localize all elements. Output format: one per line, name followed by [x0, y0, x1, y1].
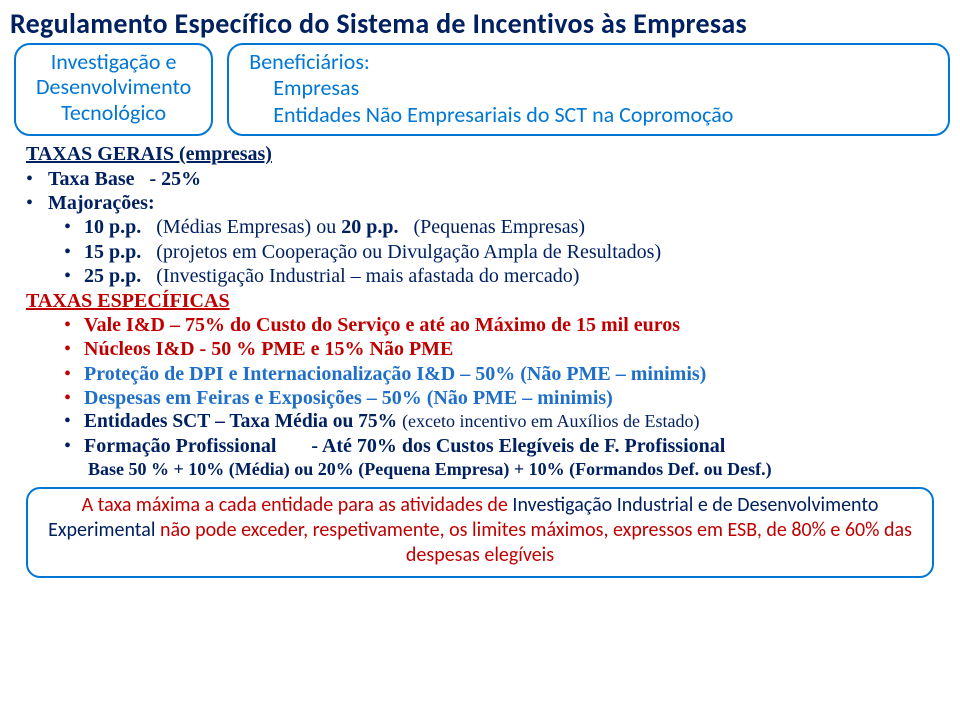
- e6a: Formação Profissional: [84, 435, 276, 457]
- bullet-dot: •: [64, 337, 84, 361]
- bullet-dot: •: [64, 215, 84, 239]
- bullet-dot: •: [26, 191, 48, 215]
- benef-l2: Entidades Não Empresariais do SCT na Cop…: [249, 102, 928, 128]
- e5a: Entidades SCT: [84, 411, 210, 432]
- bullet-dot: •: [26, 167, 48, 191]
- footer-t1: A taxa máxima a cada entidade para as at…: [82, 493, 513, 517]
- benef-l1: Empresas: [249, 75, 928, 101]
- topic-l2: Desenvolvimento: [36, 74, 191, 99]
- top-boxes: Investigação e Desenvolvimento Tecnológi…: [0, 43, 960, 140]
- bullet-majoracoes: • Majorações:: [26, 191, 934, 215]
- bullet-m2: • 15 p.p. (projetos em Cooperação ou Div…: [64, 240, 934, 264]
- bullet-e6: • Formação Profissional - Até 70% dos Cu…: [64, 434, 934, 458]
- bullet-base: • Taxa Base - 25%: [26, 167, 934, 191]
- taxa-base-val: [140, 168, 145, 190]
- bullet-e5: • Entidades SCT – Taxa Média ou 75% (exc…: [64, 410, 934, 434]
- section-taxas-gerais: TAXAS GERAIS (empresas): [26, 142, 934, 166]
- e3b: – 50% (Não PME – minimis): [460, 363, 706, 385]
- footer-t3: não pode exceder, respetivamente, os lim…: [160, 518, 912, 567]
- bullet-m1: • 10 p.p. (Médias Empresas) ou 20 p.p. (…: [64, 215, 934, 239]
- e1a: Vale I&D: [84, 314, 165, 336]
- e2a: Núcleos I&D: [84, 338, 195, 360]
- bullet-dot: •: [64, 362, 84, 386]
- e4a: Despesas em Feiras e Exposições: [84, 387, 362, 409]
- m1-desc: (Médias Empresas) ou: [156, 216, 341, 238]
- m1-b: [146, 216, 151, 238]
- e6-detail: Base 50 % + 10% (Média) ou 20% (Pequena …: [88, 459, 934, 481]
- taxa-base-label: Taxa Base: [48, 168, 135, 190]
- bullet-e4: • Despesas em Feiras e Exposições – 50% …: [64, 386, 934, 410]
- section-taxas-especificas: TAXAS ESPECÍFICAS: [26, 289, 934, 313]
- majoracoes-label: Majorações:: [48, 191, 155, 215]
- m2-a: 15 p.p.: [84, 241, 141, 263]
- m3-s: [146, 265, 151, 287]
- e4b: – 50% (Não PME – minimis): [367, 387, 613, 409]
- e1b: – 75% do Custo do Serviço e até ao Máxim…: [170, 314, 680, 336]
- m3-desc: (Investigação Industrial – mais afastada…: [156, 265, 579, 287]
- footer-box: A taxa máxima a cada entidade para as at…: [26, 487, 934, 578]
- m2-s: [146, 241, 151, 263]
- bullet-e2: • Núcleos I&D - 50 % PME e 15% Não PME: [64, 337, 934, 361]
- bullet-dot: •: [64, 410, 84, 434]
- benef-head: Beneficiários:: [249, 49, 928, 75]
- m1-a: 10 p.p.: [84, 216, 141, 238]
- topic-box: Investigação e Desenvolvimento Tecnológi…: [14, 43, 213, 136]
- taxa-base-value: - 25%: [150, 168, 202, 190]
- m1-c: 20 p.p.: [341, 216, 398, 238]
- e3a: Proteção de DPI e Internacionalização I&…: [84, 363, 455, 385]
- m2-desc: (projetos em Cooperação ou Divulgação Am…: [156, 241, 661, 263]
- e5b: – Taxa Média ou 75%: [215, 411, 402, 432]
- topic-l1: Investigação e: [36, 49, 191, 74]
- topic-l3: Tecnológico: [36, 100, 191, 125]
- bullet-dot: •: [64, 386, 84, 410]
- bullet-dot: •: [64, 434, 84, 458]
- e6b: - Até 70% dos Custos Elegíveis de F. Pro…: [311, 435, 725, 457]
- bullet-e1: • Vale I&D – 75% do Custo do Serviço e a…: [64, 313, 934, 337]
- e5c: (exceto incentivo em Auxílios de Estado): [402, 411, 699, 431]
- e6sp: [281, 435, 306, 457]
- bullet-dot: •: [64, 264, 84, 288]
- beneficiaries-box: Beneficiários: Empresas Entidades Não Em…: [227, 43, 950, 136]
- body-content: TAXAS GERAIS (empresas) • Taxa Base - 25…: [0, 140, 960, 480]
- bullet-e3: • Proteção de DPI e Internacionalização …: [64, 362, 934, 386]
- bullet-m3: • 25 p.p. (Investigação Industrial – mai…: [64, 264, 934, 288]
- e2b: - 50 % PME e 15% Não PME: [200, 338, 454, 360]
- m3-a: 25 p.p.: [84, 265, 141, 287]
- m1-e: [403, 216, 408, 238]
- page-title: Regulamento Específico do Sistema de Inc…: [0, 0, 960, 43]
- m1-end: (Pequenas Empresas): [413, 216, 585, 238]
- bullet-dot: •: [64, 240, 84, 264]
- bullet-dot: •: [64, 313, 84, 337]
